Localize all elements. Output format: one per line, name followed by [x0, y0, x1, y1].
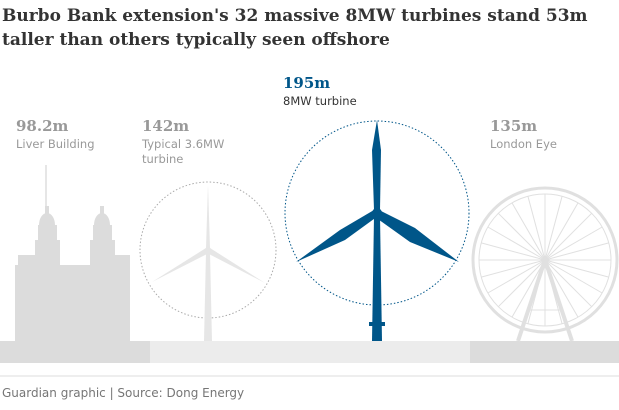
height-label: 142m	[142, 117, 190, 135]
spoke	[544, 259, 593, 308]
spoke	[497, 259, 546, 308]
name-label: Typical 3.6MW	[142, 137, 225, 151]
name-label: Liver Building	[16, 137, 95, 151]
name-label: London Eye	[490, 137, 557, 151]
height-label: 98.2m	[16, 117, 69, 135]
spoke	[544, 259, 579, 318]
liver-building	[15, 165, 130, 341]
ground	[0, 341, 150, 363]
spoke	[544, 202, 579, 261]
spoke	[511, 202, 546, 261]
small-turbine	[139, 181, 277, 341]
spoke	[544, 259, 603, 294]
name-label: turbine	[142, 152, 184, 166]
large-turbine	[284, 120, 470, 341]
spoke	[481, 242, 546, 261]
ground	[470, 341, 619, 363]
height-label: 135m	[490, 117, 538, 135]
footer: Guardian graphic | Source: Dong Energy	[2, 386, 245, 400]
spoke	[544, 259, 563, 324]
spoke	[487, 259, 546, 294]
spoke	[544, 196, 563, 261]
spoke	[544, 242, 609, 261]
height-label: 195m	[283, 74, 331, 92]
spoke	[544, 259, 609, 278]
water	[150, 341, 470, 363]
spoke	[544, 212, 593, 261]
name-label: 8MW turbine	[283, 94, 357, 108]
title: Burbo Bank extension's 32 massive 8MW tu…	[2, 6, 588, 50]
london-eye	[471, 186, 619, 342]
spoke	[497, 212, 546, 261]
spoke	[527, 259, 546, 324]
spoke	[544, 226, 603, 261]
spoke	[481, 259, 546, 278]
spoke	[527, 196, 546, 261]
spoke	[511, 259, 546, 318]
spoke	[487, 226, 546, 261]
